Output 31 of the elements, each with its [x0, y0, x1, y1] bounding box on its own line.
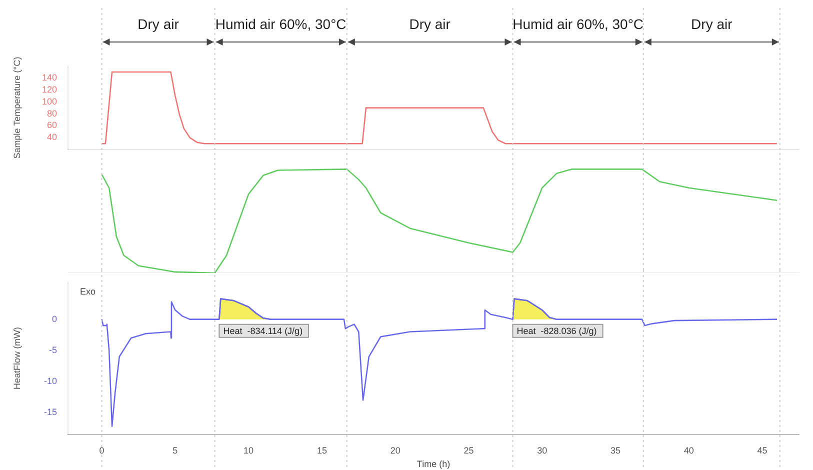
- text: Dry air: [691, 16, 733, 32]
- x-tick-label: 0: [99, 445, 104, 456]
- y-tick-label: 80: [46, 108, 57, 118]
- x-tick-label: 20: [390, 445, 400, 456]
- y-tick-label: 120: [42, 84, 57, 94]
- y-tick-label: 100: [42, 96, 57, 106]
- x-tick-label: 30: [537, 445, 548, 456]
- y-tick-label: 0: [52, 314, 57, 324]
- text: Dry air: [409, 16, 451, 32]
- x-tick-label: 35: [610, 445, 621, 456]
- y-tick-label: 140: [42, 72, 57, 82]
- x-tick-label: 5: [172, 445, 178, 456]
- text: Humid air 60%, 30°C: [215, 16, 346, 32]
- y-axis-title: HeatFlow (mW): [12, 326, 22, 390]
- x-axis-title: Time (h): [416, 459, 450, 470]
- y-tick-label: -10: [44, 376, 57, 386]
- text: Humid air 60%, 30°C: [512, 16, 644, 32]
- y-tick-label: 60: [46, 120, 57, 130]
- x-tick-label: 40: [684, 445, 694, 456]
- y-tick-label: -15: [44, 407, 57, 418]
- annotation: Heat -834.114 (J/g): [223, 326, 303, 336]
- annotation: Exo: [80, 286, 96, 296]
- y-tick-label: 40: [46, 132, 57, 142]
- y-tick-label: -5: [48, 344, 57, 355]
- x-tick-label: 15: [316, 445, 327, 456]
- x-tick-label: 25: [464, 445, 474, 456]
- x-tick-label: 45: [757, 445, 768, 456]
- text: Dry air: [138, 16, 180, 32]
- annotation: Heat -828.036 (J/g): [516, 326, 597, 336]
- x-tick-label: 10: [244, 445, 254, 456]
- y-axis-title: Sample Temperature (°C): [12, 56, 22, 159]
